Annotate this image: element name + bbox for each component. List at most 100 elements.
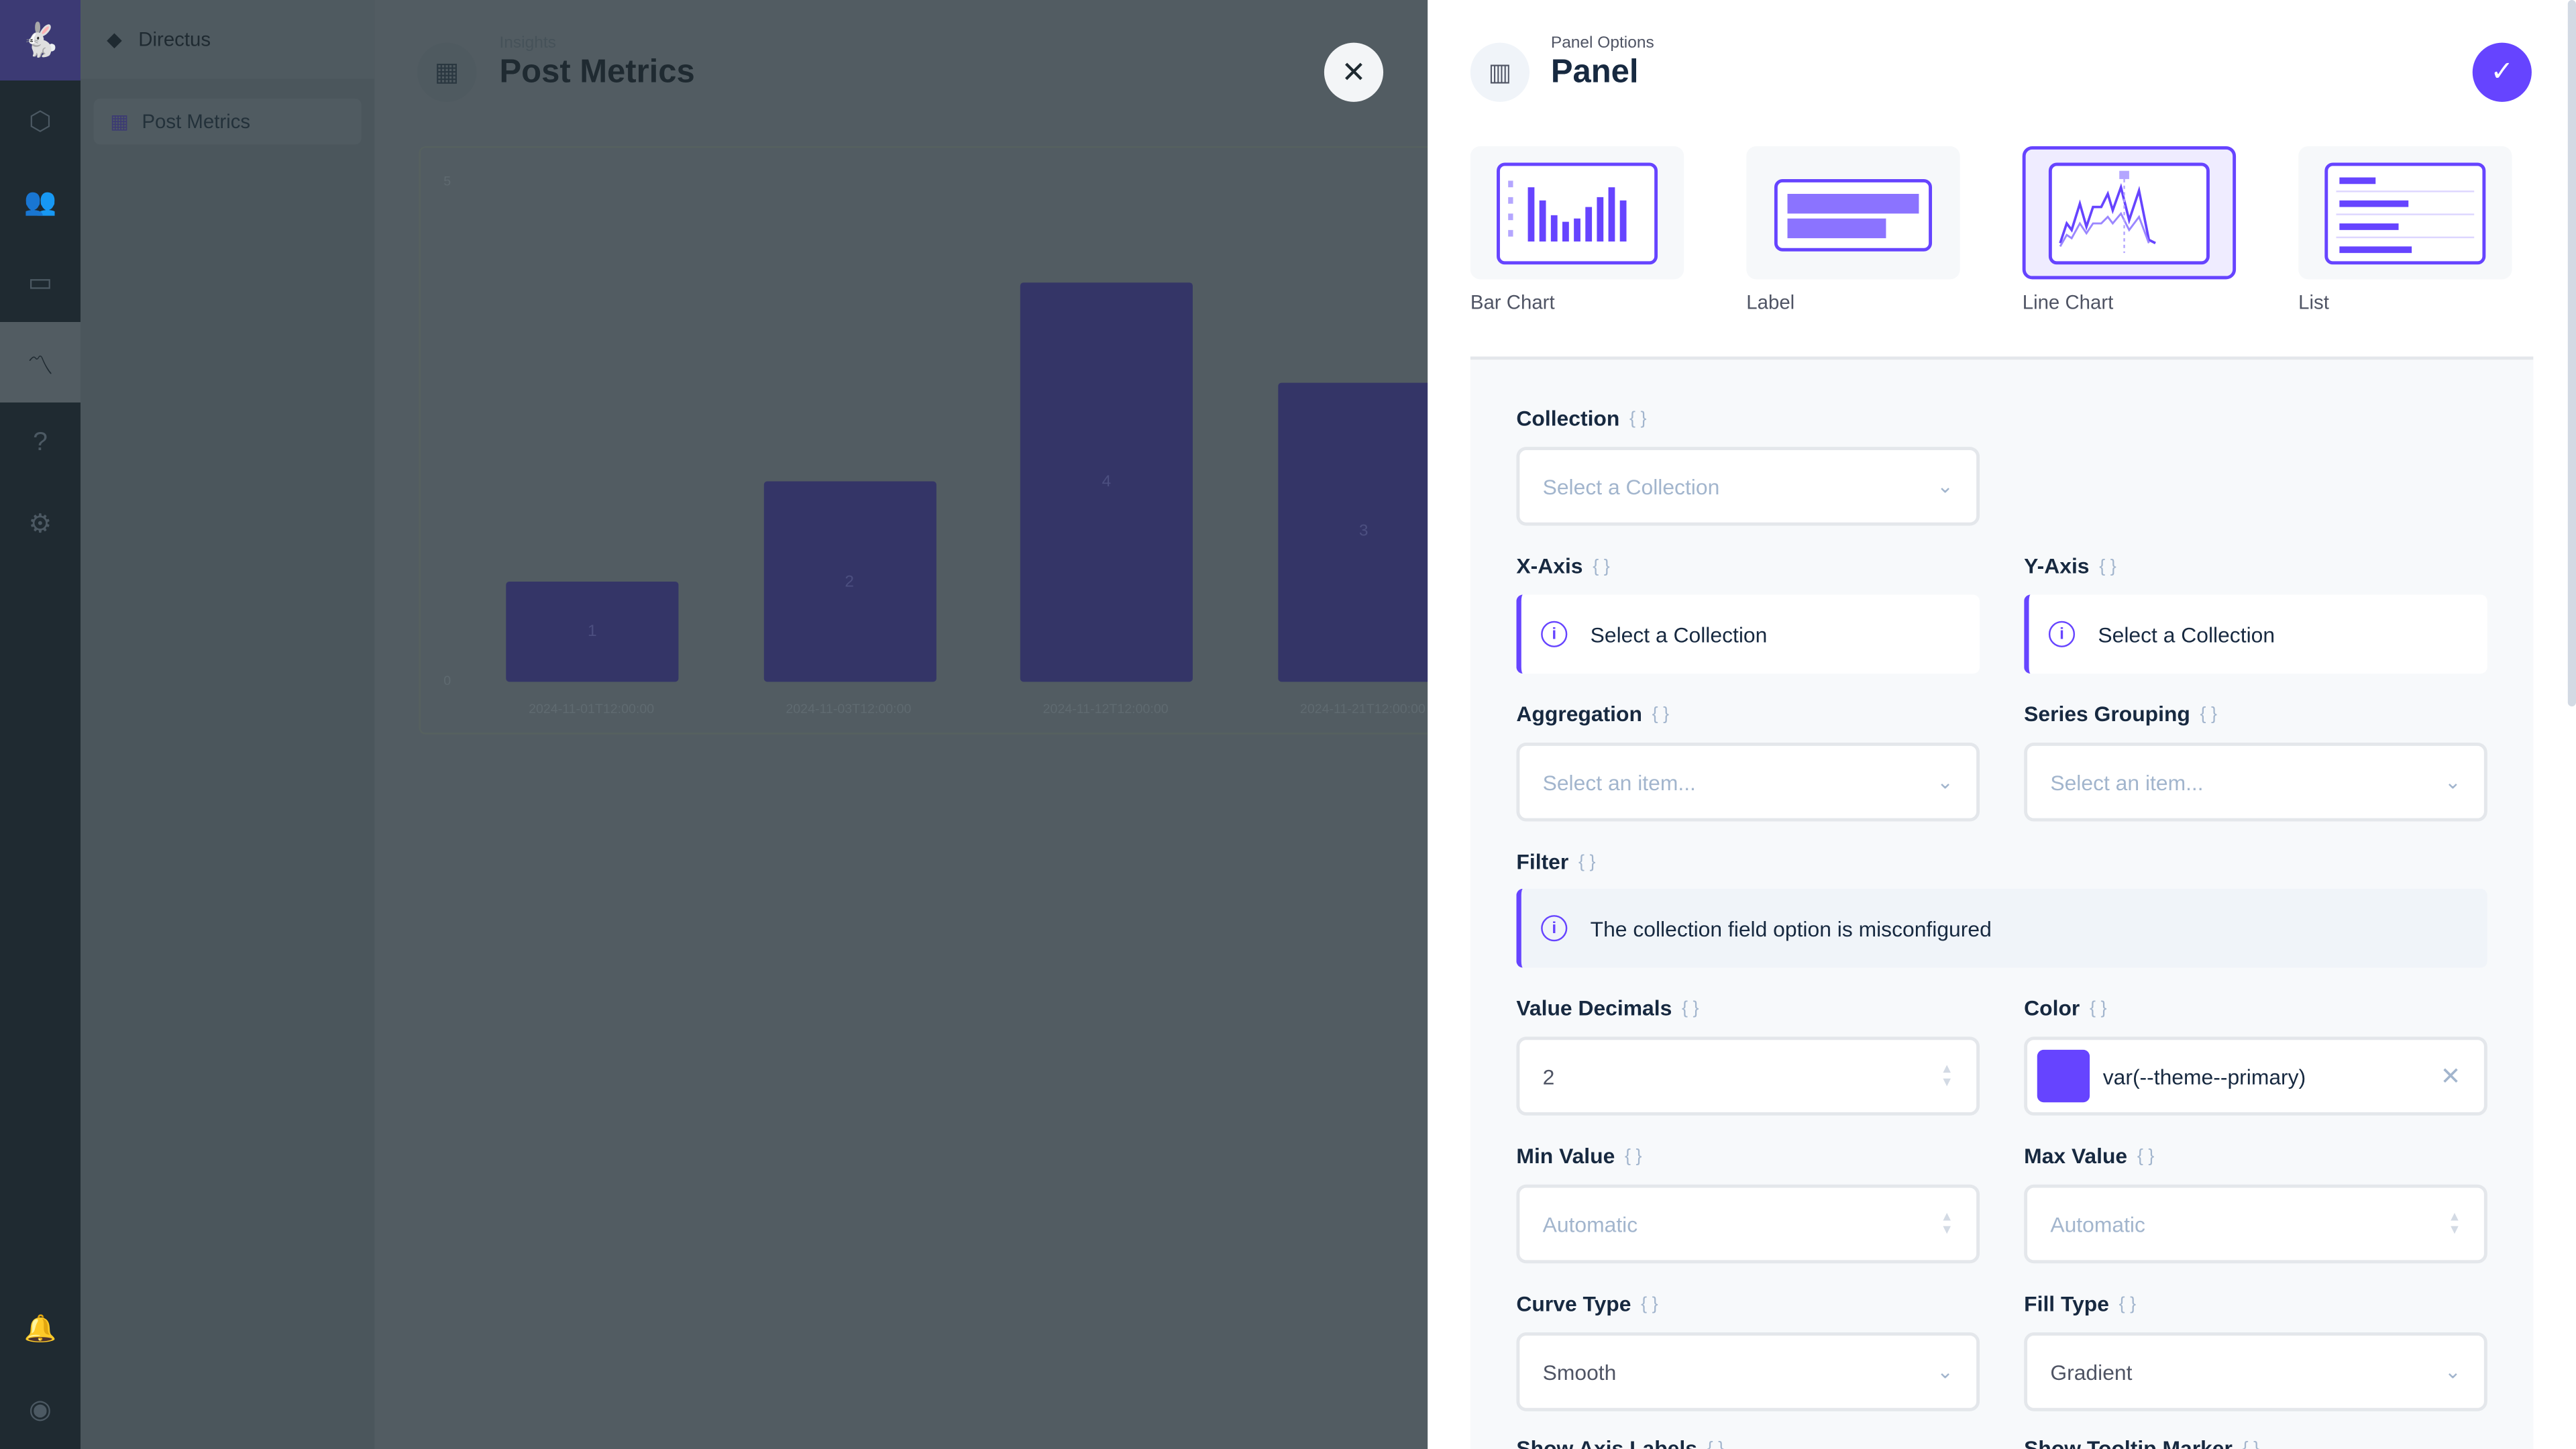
x-axis-label: X-Axis{ }: [1516, 553, 1610, 579]
y-axis-notice: i Select a Collection: [2024, 594, 2487, 674]
x-axis-notice: i Select a Collection: [1516, 594, 1980, 674]
user-profile-icon[interactable]: ◉: [28, 1395, 52, 1424]
sidebar-item-post-metrics[interactable]: ▦ Post Metrics: [93, 98, 362, 145]
sidebar-item-label: Post Metrics: [142, 110, 251, 133]
line-chart-illustration-icon: [2048, 162, 2210, 264]
panel-icon: ▥: [1470, 42, 1530, 102]
bar-value-label: 1: [588, 623, 597, 641]
chevron-down-icon: ⌄: [2444, 770, 2461, 794]
chevron-down-icon: ⌄: [1937, 1360, 1953, 1384]
list-illustration-icon: [2324, 162, 2486, 264]
dashboard-icon: ▦: [110, 110, 129, 133]
x-tick-label: 2024-11-03T12:00:00: [786, 701, 912, 716]
panel-type-bar-chart[interactable]: [1470, 146, 1684, 280]
breadcrumb[interactable]: Insights: [499, 34, 556, 53]
raw-value-icon[interactable]: { }: [2099, 555, 2116, 576]
raw-value-icon[interactable]: { }: [1624, 1146, 1642, 1166]
collection-select[interactable]: Select a Collection ⌄: [1516, 447, 1980, 526]
info-icon: i: [1541, 621, 1568, 647]
info-icon: i: [2048, 621, 2076, 647]
bar[interactable]: 1: [506, 582, 679, 682]
notifications-icon[interactable]: 🔔: [23, 1315, 57, 1344]
raw-value-icon[interactable]: { }: [1641, 1293, 1658, 1313]
bar-value-label: 3: [1358, 523, 1368, 541]
help-icon[interactable]: ?: [33, 427, 48, 456]
stepper-icon[interactable]: ▲ ▼: [1940, 1061, 1953, 1089]
y-tick-label: 5: [443, 174, 451, 189]
content-module-icon[interactable]: ⬡: [28, 107, 52, 136]
value-decimals-input[interactable]: 2 ▲ ▼: [1516, 1036, 1980, 1116]
chevron-down-icon: ⌄: [1937, 474, 1953, 498]
files-module-icon[interactable]: ▭: [28, 268, 53, 297]
sidebar: ◆ Directus ▦ Post Metrics: [80, 0, 375, 1449]
y-tick-label: 0: [443, 674, 451, 689]
drawer-breadcrumb: Panel Options: [1550, 34, 1654, 53]
info-icon: i: [1541, 915, 1568, 942]
project-icon: ◆: [107, 28, 122, 51]
curve-type-label: Curve Type{ }: [1516, 1291, 1658, 1316]
raw-value-icon[interactable]: { }: [1652, 704, 1670, 724]
insights-module-icon[interactable]: 〽: [0, 322, 81, 403]
fill-type-label: Fill Type{ }: [2024, 1291, 2137, 1316]
show-tooltip-marker-label: Show Tooltip Marker{ }: [2024, 1436, 2259, 1449]
series-grouping-select[interactable]: Select an item... ⌄: [2024, 742, 2487, 822]
bar-chart-illustration-icon: [1497, 162, 1658, 264]
x-tick-label: 2024-11-01T12:00:00: [529, 701, 655, 716]
color-label: Color{ }: [2024, 996, 2107, 1020]
show-axis-labels-label: Show Axis Labels{ }: [1516, 1436, 1724, 1449]
raw-value-icon[interactable]: { }: [1593, 555, 1610, 576]
chevron-down-icon: ⌄: [2444, 1360, 2461, 1384]
raw-value-icon[interactable]: { }: [2242, 1438, 2260, 1449]
divider: [1470, 356, 2534, 360]
raw-value-icon[interactable]: { }: [1681, 998, 1699, 1018]
collection-label: Collection{ }: [1516, 405, 1647, 431]
bar[interactable]: 3: [1277, 382, 1450, 682]
stepper-icon[interactable]: ▲ ▼: [2448, 1209, 2461, 1238]
bar-value-label: 2: [845, 572, 854, 591]
clear-icon[interactable]: ✕: [2440, 1063, 2461, 1091]
x-tick-label: 2024-11-21T12:00:00: [1299, 701, 1426, 716]
raw-value-icon[interactable]: { }: [2118, 1293, 2137, 1313]
settings-icon[interactable]: ⚙: [28, 510, 52, 539]
bar[interactable]: 4: [1020, 282, 1193, 682]
raw-value-icon[interactable]: { }: [1629, 408, 1647, 428]
panel-type-label-text: Label: [1746, 290, 1795, 314]
value-decimals-label: Value Decimals{ }: [1516, 996, 1699, 1020]
project-name: Directus: [138, 28, 211, 51]
users-module-icon[interactable]: 👥: [23, 188, 57, 217]
aggregation-select[interactable]: Select an item... ⌄: [1516, 742, 1980, 822]
x-tick-label: 2024-11-12T12:00:00: [1042, 701, 1169, 716]
max-value-label: Max Value{ }: [2024, 1143, 2155, 1169]
raw-value-icon[interactable]: { }: [2090, 998, 2107, 1018]
bar[interactable]: 2: [763, 482, 936, 682]
raw-value-icon[interactable]: { }: [1707, 1438, 1725, 1449]
color-input[interactable]: var(--theme--primary) ✕: [2024, 1036, 2487, 1116]
raw-value-icon[interactable]: { }: [1578, 851, 1596, 872]
dashboard-icon: ▦: [417, 42, 477, 102]
panel-type-list[interactable]: [2298, 146, 2512, 280]
max-value-input[interactable]: Automatic ▲ ▼: [2024, 1184, 2487, 1264]
raw-value-icon[interactable]: { }: [2137, 1146, 2155, 1166]
y-axis-label: Y-Axis{ }: [2024, 553, 2116, 579]
panel-type-line-chart[interactable]: [2022, 146, 2237, 280]
directus-logo[interactable]: 🐇: [0, 0, 81, 81]
close-drawer-button[interactable]: ✕: [1324, 42, 1384, 102]
curve-type-select[interactable]: Smooth ⌄: [1516, 1332, 1980, 1411]
fill-type-select[interactable]: Gradient ⌄: [2024, 1332, 2487, 1411]
panel-type-label[interactable]: [1746, 146, 1960, 280]
page-title: Post Metrics: [499, 54, 695, 91]
min-value-label: Min Value{ }: [1516, 1143, 1642, 1169]
save-button[interactable]: ✓: [2472, 42, 2532, 102]
raw-value-icon[interactable]: { }: [2200, 704, 2218, 724]
bar-chart-panel: 0 5 1 2024-11-01T12:00:00 2 2024-11-03T12:00:…: [419, 146, 1454, 735]
filter-notice: i The collection field option is misconfi…: [1516, 888, 2487, 968]
label-illustration-icon: [1774, 178, 1933, 251]
min-value-input[interactable]: Automatic ▲ ▼: [1516, 1184, 1980, 1264]
color-swatch[interactable]: [2037, 1049, 2090, 1103]
series-grouping-label: Series Grouping{ }: [2024, 701, 2218, 727]
drawer-scrollbar[interactable]: [2567, 0, 2576, 707]
aggregation-label: Aggregation{ }: [1516, 701, 1670, 727]
chevron-down-icon: ⌄: [1937, 770, 1953, 794]
project-header[interactable]: ◆ Directus: [80, 0, 375, 79]
stepper-icon[interactable]: ▲ ▼: [1940, 1209, 1953, 1238]
